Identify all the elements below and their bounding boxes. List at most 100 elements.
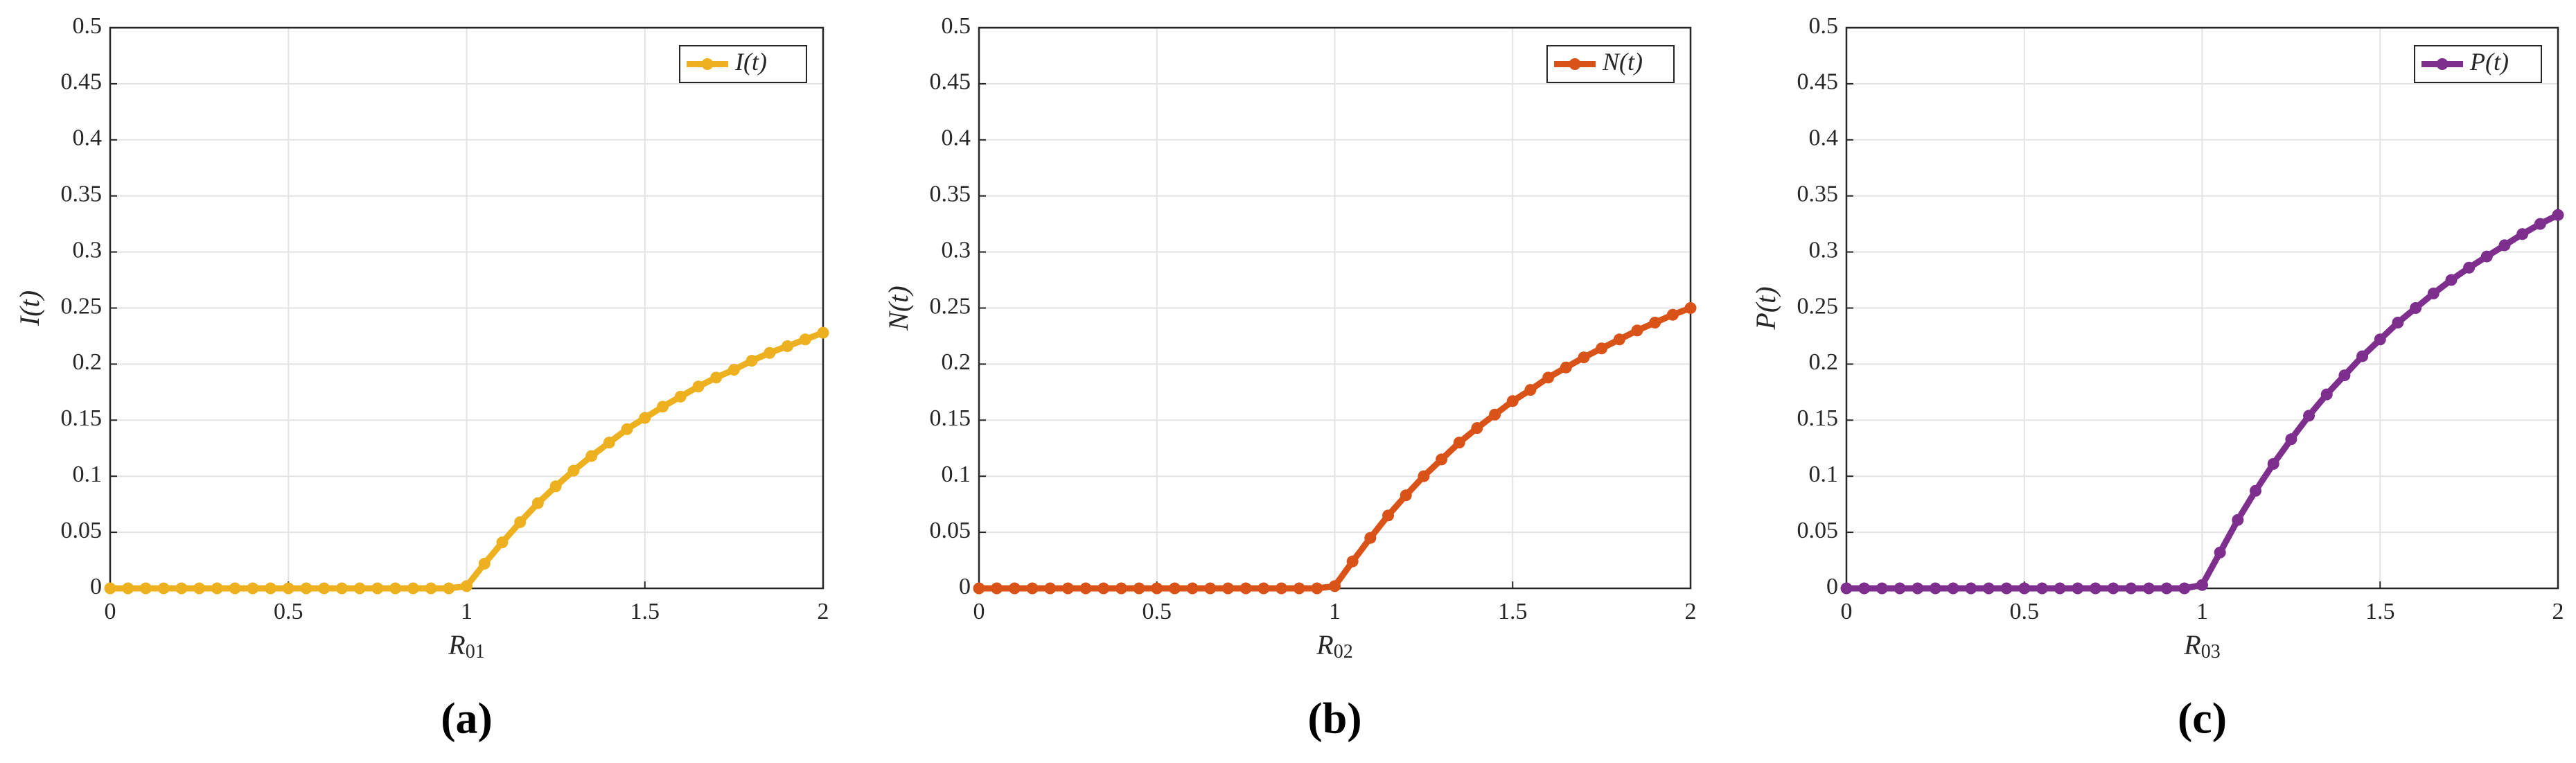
y-tick-label: 0.15 [61, 405, 103, 431]
marker [692, 380, 705, 393]
y-tick-label: 0 [1826, 574, 1838, 599]
marker [300, 582, 312, 595]
marker [318, 582, 330, 595]
y-tick-label: 0.1 [73, 462, 103, 487]
y-tick-label: 0.3 [1809, 237, 1839, 263]
marker [1453, 437, 1465, 449]
y-tick-label: 0.45 [1797, 69, 1839, 95]
marker [1578, 351, 1590, 364]
marker [1204, 582, 1217, 595]
x-tick-label: 2 [818, 599, 829, 624]
panel-label: (b) [1307, 694, 1361, 743]
marker [2445, 274, 2458, 286]
marker [585, 450, 598, 462]
x-tick-label: 0 [1841, 599, 1853, 624]
x-tick-label: 2 [2552, 599, 2564, 624]
marker [1329, 580, 1341, 593]
marker [2178, 582, 2191, 595]
marker [2552, 209, 2564, 221]
panel-label: (a) [441, 694, 493, 743]
marker [782, 340, 794, 353]
y-tick-label: 0.3 [73, 237, 103, 263]
marker [1400, 489, 1412, 502]
y-tick-label: 0.15 [930, 405, 971, 431]
marker [2054, 582, 2066, 595]
y-axis-label: N(t) [883, 286, 914, 331]
y-tick-label: 0.4 [1809, 125, 1839, 151]
x-tick-label: 1 [461, 599, 473, 624]
y-tick-label: 0.05 [61, 518, 103, 543]
marker [1346, 555, 1359, 568]
marker [478, 557, 491, 570]
marker [1382, 509, 1395, 522]
x-tick-label: 1.5 [630, 599, 660, 624]
marker [1026, 582, 1039, 595]
y-tick-label: 0.1 [942, 462, 971, 487]
x-tick-label: 0 [973, 599, 985, 624]
marker [425, 582, 437, 595]
marker [1560, 361, 1572, 374]
marker [1965, 582, 1977, 595]
y-tick-label: 0.1 [1809, 462, 1839, 487]
marker [1133, 582, 1145, 595]
marker [2072, 582, 2084, 595]
marker [1364, 532, 1377, 544]
marker [514, 516, 527, 529]
marker [1311, 582, 1323, 595]
marker [1840, 582, 1853, 595]
marker [1596, 342, 1608, 355]
marker [1061, 582, 1074, 595]
marker [104, 582, 116, 595]
y-tick-label: 0.5 [73, 13, 103, 39]
y-tick-label: 0.45 [930, 69, 971, 95]
marker [1168, 582, 1181, 595]
x-tick-label: 1 [1329, 599, 1341, 624]
marker [1858, 582, 1871, 595]
marker [2250, 484, 2262, 497]
panel-label: (c) [2178, 694, 2227, 743]
x-tick-label: 0.5 [274, 599, 303, 624]
marker [2480, 250, 2493, 263]
marker [2392, 317, 2404, 329]
y-tick-label: 0.4 [942, 125, 971, 151]
x-axis-label: R01 [448, 629, 484, 663]
marker [1542, 371, 1555, 384]
marker [1912, 582, 1924, 595]
marker [2303, 410, 2315, 422]
marker [1947, 582, 1959, 595]
y-tick-label: 0.5 [1809, 13, 1839, 39]
marker [1929, 582, 1941, 595]
marker [247, 582, 259, 595]
marker [2410, 302, 2422, 314]
y-tick-label: 0 [959, 574, 971, 599]
marker [1221, 582, 1234, 595]
x-tick-label: 1 [2196, 599, 2208, 624]
legend-label: P(t) [2469, 48, 2509, 76]
marker [2285, 433, 2297, 446]
y-tick-label: 0.35 [61, 181, 103, 207]
marker [2534, 218, 2546, 230]
marker [799, 333, 811, 346]
marker [2267, 457, 2279, 470]
marker [674, 390, 687, 403]
y-tick-label: 0.25 [61, 293, 103, 319]
marker [282, 582, 294, 595]
marker [567, 464, 580, 477]
y-tick-label: 0.2 [73, 349, 103, 375]
y-tick-label: 0.2 [942, 349, 971, 375]
marker [1240, 582, 1252, 595]
legend-marker [701, 58, 714, 70]
marker [1613, 333, 1625, 346]
y-tick-label: 0.05 [1797, 518, 1839, 543]
marker [2374, 333, 2386, 346]
marker [1418, 470, 1430, 482]
marker [1436, 453, 1448, 466]
marker [1894, 582, 1906, 595]
marker [443, 582, 455, 595]
marker [2196, 579, 2208, 591]
y-tick-label: 0.25 [930, 293, 971, 319]
y-axis-label: I(t) [14, 290, 45, 326]
marker [389, 582, 402, 595]
x-axis-label: R02 [1316, 629, 1352, 663]
marker [710, 371, 723, 384]
